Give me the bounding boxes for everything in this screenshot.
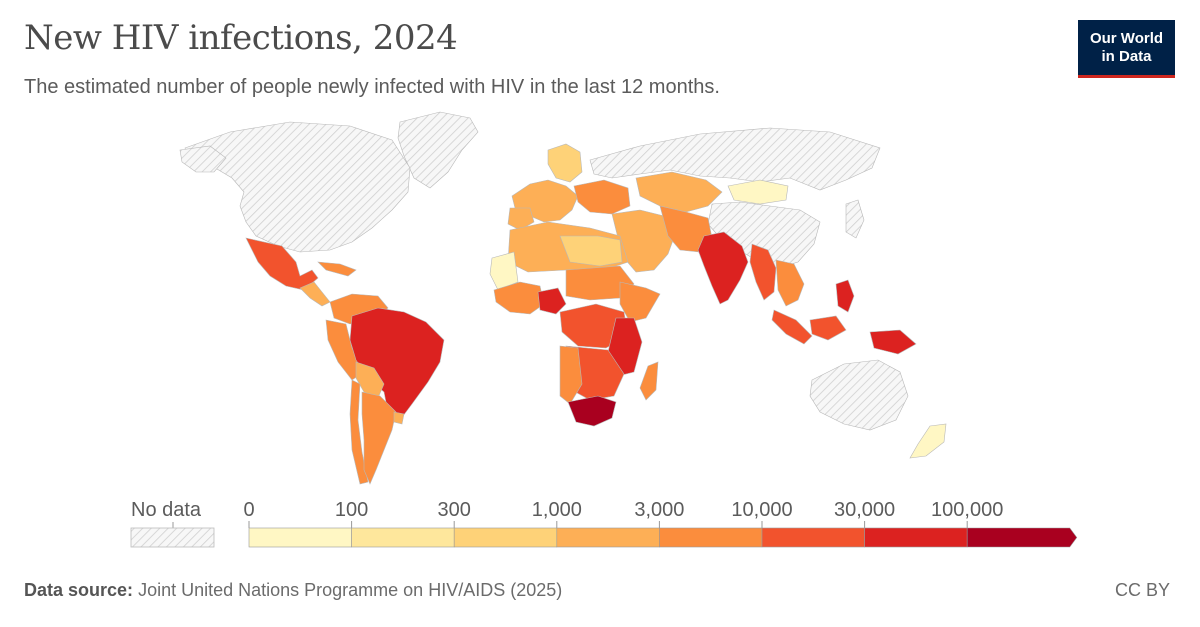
region-myanmar[interactable] <box>749 243 777 301</box>
region-uruguay[interactable] <box>393 411 405 425</box>
legend-tick-label-4: 3,000 <box>634 499 684 521</box>
region-indonesia-east[interactable] <box>809 315 847 341</box>
legend-bin-7[interactable] <box>966 527 1078 548</box>
region-canada-us[interactable] <box>184 121 411 253</box>
legend-no-data-swatch <box>130 527 215 548</box>
map-regions <box>179 111 947 485</box>
legend-tick-label-1: 100 <box>335 499 368 521</box>
legend-tick-label-3: 1,000 <box>532 499 582 521</box>
region-horn[interactable] <box>619 281 661 323</box>
region-angola-namibia[interactable] <box>559 345 583 405</box>
legend-bin-3[interactable] <box>556 527 660 548</box>
region-indochina[interactable] <box>775 259 805 307</box>
data-source-text: Joint United Nations Programme on HIV/AI… <box>138 580 563 600</box>
legend: No data 0 100 300 1,000 3,000 10,000 30,000 100… <box>130 499 1078 548</box>
region-india[interactable] <box>697 231 749 305</box>
region-chile[interactable] <box>349 379 369 485</box>
region-caribbean[interactable] <box>317 261 357 277</box>
region-papua[interactable] <box>869 329 917 355</box>
legend-bin-5[interactable] <box>761 527 865 548</box>
region-madagascar[interactable] <box>639 361 659 401</box>
data-source: Data source: Joint United Nations Progra… <box>24 580 562 601</box>
region-nigeria[interactable] <box>537 287 567 315</box>
region-russia[interactable] <box>589 127 881 191</box>
region-libya-egypt[interactable] <box>559 235 623 267</box>
region-japan[interactable] <box>845 199 865 239</box>
region-mongolia[interactable] <box>727 179 789 205</box>
chart-subtitle: The estimated number of people newly inf… <box>24 76 720 98</box>
region-west-africa[interactable] <box>493 281 545 315</box>
legend-bin-6[interactable] <box>864 527 968 548</box>
region-indonesia[interactable] <box>771 309 813 345</box>
legend-bin-0[interactable] <box>248 527 352 548</box>
region-philippines[interactable] <box>835 279 855 313</box>
chart-title: New HIV infections, 2024 <box>24 18 458 58</box>
logo-line-1: Our World <box>1089 29 1164 47</box>
region-scandinavia[interactable] <box>547 143 583 183</box>
region-mexico[interactable] <box>245 237 319 291</box>
legend-tick-label-2: 300 <box>438 499 471 521</box>
logo-line-2: in Data <box>1101 47 1152 65</box>
owid-logo[interactable]: Our World in Data <box>1078 20 1175 78</box>
legend-color-bins <box>248 527 1078 548</box>
region-argentina[interactable] <box>361 391 397 485</box>
legend-no-data-label: No data <box>131 499 202 521</box>
legend-bin-2[interactable] <box>453 527 558 548</box>
region-eastern-europe[interactable] <box>573 179 631 215</box>
legend-tick-label-7: 100,000 <box>931 499 1003 521</box>
region-kazakhstan[interactable] <box>635 171 723 213</box>
data-source-label: Data source: <box>24 580 134 600</box>
license-link[interactable]: CC BY <box>1114 580 1170 600</box>
region-new-zealand[interactable] <box>909 423 947 459</box>
legend-bin-1[interactable] <box>351 527 455 548</box>
legend-tick-label-0: 0 <box>243 499 254 521</box>
region-alaska[interactable] <box>179 145 227 173</box>
legend-tick-label-5: 10,000 <box>731 499 792 521</box>
legend-tick-labels: 0 100 300 1,000 3,000 10,000 30,000 100,000 <box>243 499 1003 528</box>
legend-bin-4[interactable] <box>659 527 763 548</box>
legend-tick-label-6: 30,000 <box>834 499 895 521</box>
region-greenland[interactable] <box>397 111 479 189</box>
legend-no-data[interactable]: No data <box>130 499 215 548</box>
region-south-africa[interactable] <box>567 395 617 427</box>
region-iberia[interactable] <box>507 207 535 231</box>
region-australia[interactable] <box>809 359 909 431</box>
